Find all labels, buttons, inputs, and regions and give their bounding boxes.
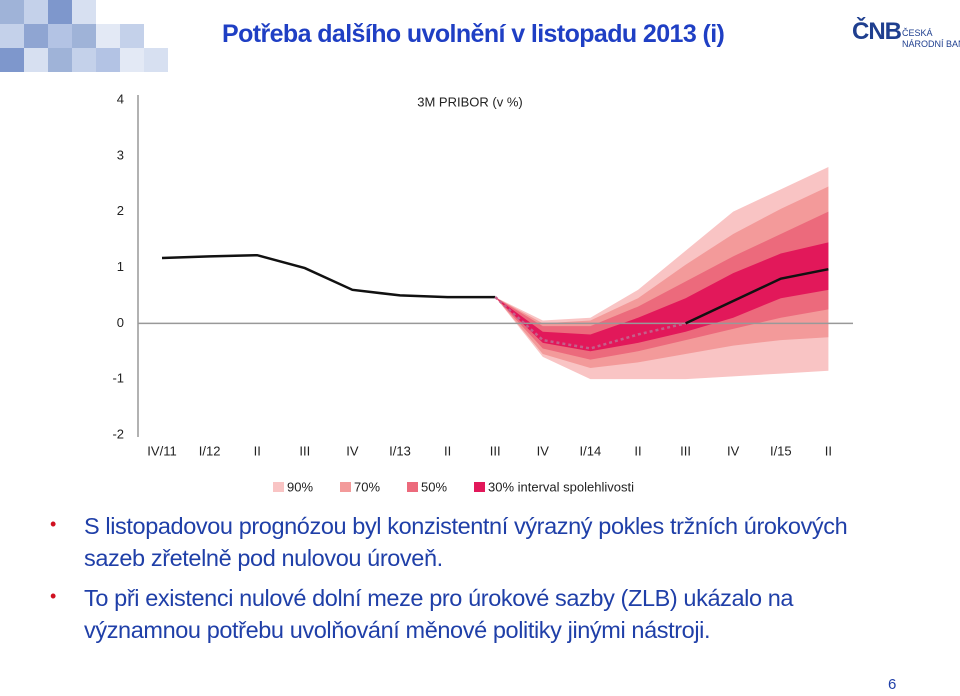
y-tick-label: -2 — [112, 426, 124, 441]
y-tick-label: 3 — [117, 147, 124, 162]
x-tick-label: IV — [537, 443, 550, 458]
x-tick-label: IV — [727, 443, 740, 458]
mosaic — [0, 0, 168, 72]
legend-label: 50% — [421, 479, 447, 494]
y-tick-label: -1 — [112, 371, 124, 386]
legend-label: 30% interval spolehlivosti — [488, 479, 634, 494]
page-number: 6 — [888, 676, 897, 693]
series-line — [685, 267, 829, 325]
legend-swatch — [474, 482, 485, 492]
legend-label: 70% — [354, 479, 380, 494]
y-tick-label: 0 — [117, 315, 124, 330]
logo: ČNB ČESKÁ NÁRODNÍ BANKA — [852, 18, 960, 49]
series-line — [161, 253, 496, 299]
y-tick-label: 4 — [117, 91, 124, 106]
x-tick-label: II — [444, 443, 451, 458]
bullet: S listopadovou prognózou byl konzistentn… — [48, 508, 878, 574]
x-tick-label: III — [299, 443, 310, 458]
fan-band — [495, 242, 829, 352]
x-tick-label: I/12 — [199, 443, 221, 458]
logo-line: NÁRODNÍ BANKA — [902, 39, 960, 49]
x-tick-label: III — [490, 443, 501, 458]
bullet-list: S listopadovou prognózou byl konzistentn… — [48, 508, 878, 654]
x-tick-label: III — [680, 443, 691, 458]
y-tick-label: 2 — [117, 203, 124, 218]
x-tick-label: I/14 — [580, 443, 602, 458]
chart-title: 3M PRIBOR (v %) — [417, 94, 522, 109]
x-tick-label: IV — [346, 443, 359, 458]
legend-label: 90% — [287, 479, 313, 494]
legend-swatch — [340, 482, 351, 492]
legend-swatch — [273, 482, 284, 492]
x-tick-label: I/13 — [389, 443, 411, 458]
slide-title: Potřeba dalšího uvolnění v listopadu 201… — [222, 20, 725, 48]
x-tick-label: IV/11 — [147, 443, 176, 458]
x-tick-label: II — [254, 443, 261, 458]
logo-mark: ČNB — [852, 18, 902, 45]
x-tick-label: II — [825, 443, 832, 458]
series-line — [494, 296, 686, 350]
bullet: To při existenci nulové dolní meze pro ú… — [48, 580, 878, 646]
legend-swatch — [407, 482, 418, 492]
x-tick-label: I/15 — [770, 443, 792, 458]
x-tick-label: II — [634, 443, 641, 458]
logo-line: ČESKÁ — [902, 28, 933, 38]
y-tick-label: 1 — [117, 259, 124, 274]
